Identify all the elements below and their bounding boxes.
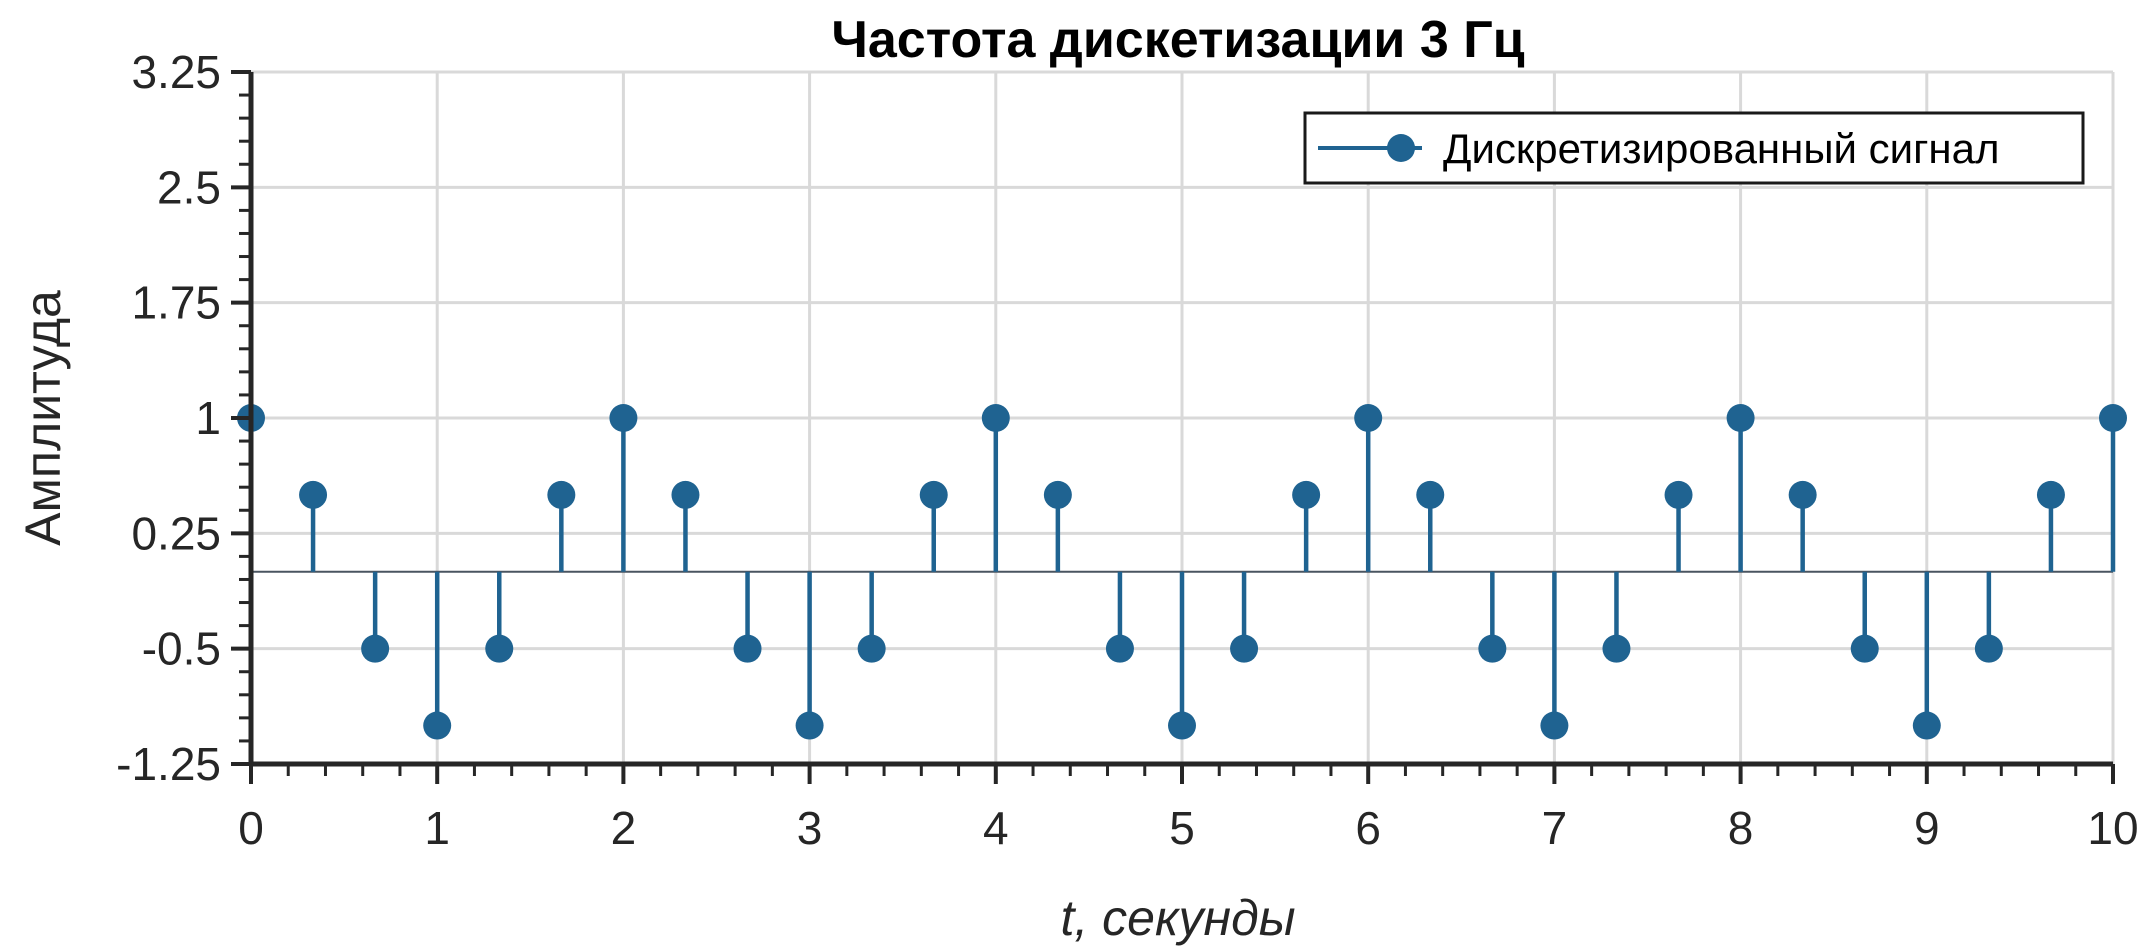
stem-marker xyxy=(1850,634,1879,663)
stem-marker xyxy=(609,404,638,432)
x-tick-label: 1 xyxy=(424,802,450,854)
y-tick-label: -0.5 xyxy=(142,623,221,675)
stem-marker xyxy=(1602,634,1631,663)
stem-marker xyxy=(671,480,700,509)
stem-marker xyxy=(1230,634,1259,663)
tick-labels: 0 1 2 3 4 5 6 7 8 9 10 -1.25 -0.5 0.25 1 1.75 2.5 3.25 xyxy=(116,46,2138,854)
stem-marker xyxy=(795,711,824,740)
legend-dot-marker xyxy=(1387,134,1415,162)
stem-marker xyxy=(485,634,514,663)
y-tick-label: -1.25 xyxy=(116,738,221,790)
stem-marker xyxy=(733,634,762,663)
stem-marker xyxy=(857,634,886,663)
y-tick-label: 1 xyxy=(195,392,221,444)
stem-marker xyxy=(919,480,948,509)
y-axis-label: Амплитуда xyxy=(15,290,71,546)
legend: Дискретизированный сигнал xyxy=(1303,111,2085,185)
x-axis-label: t, секунды xyxy=(1060,890,1295,946)
y-tick-label: 3.25 xyxy=(131,46,221,98)
x-tick-label: 8 xyxy=(1728,802,1754,854)
stem-marker xyxy=(2099,404,2127,432)
stem-marker xyxy=(1416,480,1445,509)
stem-marker xyxy=(1540,711,1569,740)
stem-marker xyxy=(1974,634,2003,663)
x-tick-label: 0 xyxy=(238,802,264,854)
stem-marker xyxy=(547,480,576,509)
x-tick-label: 10 xyxy=(2087,802,2138,854)
y-tick-label: 2.5 xyxy=(157,161,221,213)
x-tick-label: 2 xyxy=(611,802,637,854)
stem-marker xyxy=(1168,711,1196,740)
x-tick-label: 6 xyxy=(1355,802,1381,854)
legend-box xyxy=(1303,111,2085,185)
x-tick-label: 5 xyxy=(1169,802,1195,854)
legend-entry-label: Дискретизированный сигнал xyxy=(1443,125,1999,172)
stem-marker xyxy=(1478,634,1507,663)
x-tick-label: 4 xyxy=(983,802,1009,854)
stem-marker xyxy=(981,404,1010,432)
chart-title: Частота дискетизации 3 Гц xyxy=(831,11,1524,69)
x-tick-label: 3 xyxy=(797,802,823,854)
x-tick-label: 7 xyxy=(1542,802,1568,854)
stem-marker xyxy=(1292,480,1321,509)
stem-marker xyxy=(1788,480,1817,509)
stem-marker xyxy=(1726,404,1755,432)
stem-marker xyxy=(299,480,328,509)
y-tick-label: 0.25 xyxy=(131,507,221,559)
stem-marker xyxy=(423,711,452,740)
stem-marker xyxy=(1105,634,1134,663)
stem-marker xyxy=(361,634,390,663)
x-tick-label: 9 xyxy=(1914,802,1940,854)
stem-marker xyxy=(1664,480,1693,509)
stem-marker xyxy=(1354,404,1383,432)
stem-marker xyxy=(1912,711,1941,740)
y-tick-label: 1.75 xyxy=(131,277,221,329)
stem-marker xyxy=(2036,480,2065,509)
stem-marker xyxy=(1043,480,1072,509)
axes xyxy=(231,70,2115,784)
